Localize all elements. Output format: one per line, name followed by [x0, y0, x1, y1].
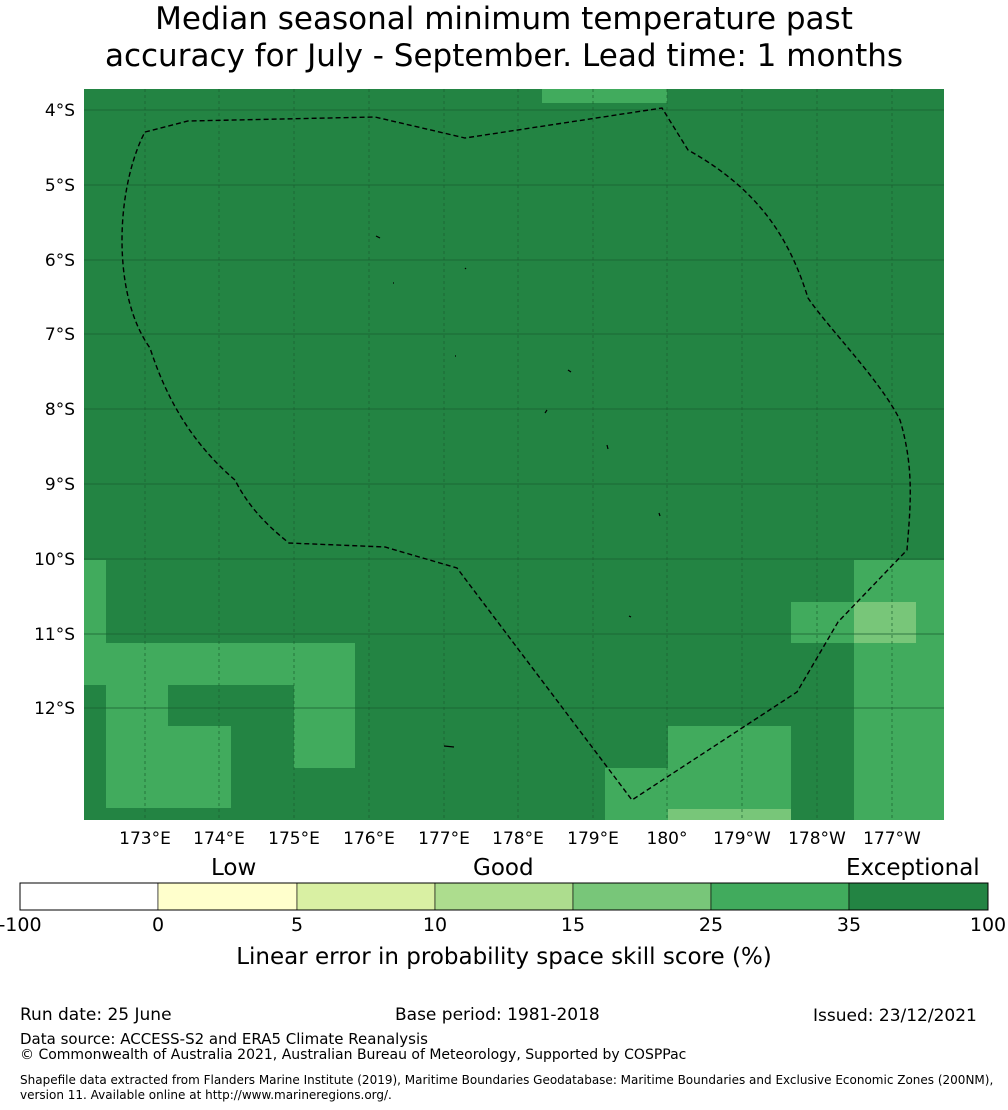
skill-cell: [542, 89, 667, 103]
colorbar-category-low: Low: [211, 855, 257, 881]
skill-cell: [168, 726, 231, 808]
skill-cell: [106, 643, 168, 820]
skill-cell: [668, 726, 791, 809]
colorbar-label: Linear error in probability space skill …: [236, 944, 772, 970]
latitude-label: 12°S: [34, 699, 75, 719]
colorbar-category-exceptional: Exceptional: [846, 855, 980, 881]
skill-cell: [294, 685, 355, 768]
latitude-label: 4°S: [45, 101, 75, 121]
skill-cell: [668, 809, 791, 820]
latitude-label: 6°S: [45, 251, 75, 271]
run-date: Run date: 25 June: [20, 1005, 172, 1025]
skill-cell: [854, 602, 916, 643]
skill-cell: [791, 602, 854, 643]
colorbar-segment: [157, 882, 298, 911]
island: [658, 512, 661, 517]
colorbar-category-good: Good: [473, 855, 534, 881]
colorbar-segment: [572, 882, 712, 911]
longitude-label: 176°E: [343, 829, 395, 849]
latitude-label: 8°S: [45, 400, 75, 420]
longitude-label: 177°E: [418, 829, 470, 849]
island: [628, 615, 632, 618]
colorbar-tick: 35: [836, 914, 862, 936]
skill-cell: [84, 808, 168, 820]
skill-cell: [168, 643, 355, 685]
latitude-label: 11°S: [34, 625, 75, 645]
latitude-label: 5°S: [45, 176, 75, 196]
base-period: Base period: 1981-2018: [395, 1005, 600, 1025]
colorbar-tick: 100: [969, 914, 1007, 936]
shapefile-credit-line-2: version 11. Available online at http://w…: [20, 1088, 392, 1102]
skill-cell: [84, 89, 944, 820]
shapefile-credit-line-1: Shapefile data extracted from Flanders M…: [20, 1073, 994, 1087]
colorbar-segment: [710, 882, 850, 911]
longitude-label: 178°W: [788, 829, 846, 849]
colorbar-tick: 10: [422, 914, 448, 936]
colorbar-tick: -100: [0, 914, 42, 936]
skill-cell: [84, 560, 106, 685]
colorbar-segment: [296, 882, 436, 911]
skill-cell: [605, 768, 668, 820]
graticule: [84, 89, 944, 820]
colorbar-segment: [848, 882, 989, 911]
island: [544, 409, 548, 414]
island: [606, 444, 609, 450]
latitude-labels: 4°S 5°S 6°S 7°S 8°S 9°S 10°S 11°S 12°S: [34, 101, 75, 719]
colorbar-tick: 25: [698, 914, 724, 936]
longitude-label: 174°E: [193, 829, 245, 849]
islands: [375, 235, 661, 748]
longitude-label: 178°E: [492, 829, 544, 849]
eez-boundary: [121, 107, 911, 801]
skill-cell: [854, 560, 944, 820]
longitude-label: 180°: [647, 829, 688, 849]
island: [375, 235, 381, 239]
latitude-label: 7°S: [45, 325, 75, 345]
longitude-label: 173°E: [119, 829, 171, 849]
colorbar-tick: 5: [290, 914, 304, 936]
map-title-line-2: accuracy for July - September. Lead time…: [104, 38, 904, 74]
map-title-line-1: Median seasonal minimum temperature past: [155, 1, 853, 37]
longitude-label: 175°E: [268, 829, 320, 849]
island: [567, 369, 572, 373]
colorbar-outline: [19, 882, 989, 911]
colorbar-segment: [434, 882, 574, 911]
colorbar-segment: [19, 882, 159, 911]
data-source: Data source: ACCESS-S2 and ERA5 Climate …: [20, 1030, 428, 1048]
longitude-label: 179°W: [713, 829, 771, 849]
latitude-label: 9°S: [45, 475, 75, 495]
copyright-notice: © Commonwealth of Australia 2021, Austra…: [20, 1047, 687, 1063]
issued-date: Issued: 23/12/2021: [813, 1006, 977, 1026]
colorbar-tick: 0: [151, 914, 165, 936]
colorbar: [19, 882, 989, 911]
island: [443, 745, 455, 748]
longitude-labels: 173°E 174°E 175°E 176°E 177°E 178°E 179°E 180° 1…: [119, 829, 921, 849]
skill-grid: [84, 89, 944, 820]
latitude-label: 10°S: [34, 550, 75, 570]
longitude-label: 179°E: [567, 829, 619, 849]
colorbar-tick: 15: [560, 914, 586, 936]
island: [464, 267, 467, 270]
longitude-label: 177°W: [863, 829, 921, 849]
